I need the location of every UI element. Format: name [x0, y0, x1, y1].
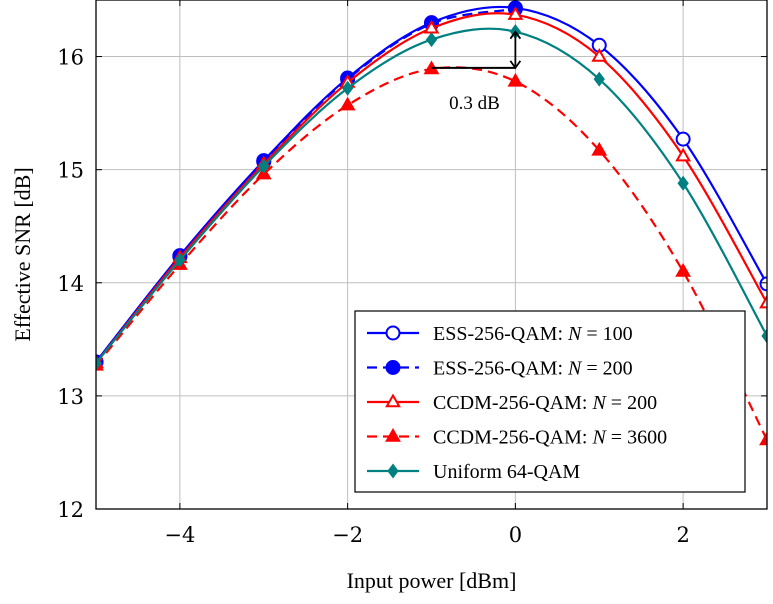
series-3-point: [759, 294, 767, 309]
legend-swatch-marker: [385, 325, 401, 341]
series-4-point: [759, 431, 767, 446]
series-1-point: [675, 131, 691, 147]
legend-label: Uniform 64-QAM: [433, 461, 580, 483]
annotation-arrowhead: [509, 30, 522, 40]
x-axis-label: Input power [dBm]: [347, 568, 517, 593]
series-5-point: [258, 158, 270, 174]
legend-entry: ESS-256-QAM: N = 200: [367, 358, 633, 380]
series-5-point: [96, 355, 102, 371]
y-tick-label: 15: [57, 159, 84, 183]
x-tick-label: −4: [164, 523, 195, 547]
legend-label: CCDM-256-QAM: N = 3600: [433, 427, 667, 449]
series-4-point: [339, 96, 356, 111]
axis-ticks: −4 −2 0 2 12 13 14 15 16: [57, 0, 767, 547]
series-5-point: [174, 252, 186, 268]
series-4-point: [507, 72, 524, 87]
series-4-point: [675, 262, 692, 277]
series-5-point: [677, 175, 689, 191]
annotation-arrowhead: [509, 60, 522, 70]
x-tick-label: 2: [676, 523, 689, 547]
legend-swatch-marker: [385, 393, 401, 408]
annotation-label: 0.3 dB: [449, 93, 500, 114]
legend-swatch-marker: [385, 360, 401, 375]
annotation-layer: 0.3 dB: [431, 30, 522, 114]
plot-frame: [95, 0, 768, 510]
series-4-line: [96, 66, 767, 441]
legend-entry: CCDM-256-QAM: N = 3600: [367, 427, 667, 449]
legend-entry: ESS-256-QAM: N = 100: [367, 323, 633, 345]
series-3-point: [507, 6, 524, 20]
y-tick-label: 12: [57, 498, 84, 522]
legend-label: ESS-256-QAM: N = 100: [433, 323, 633, 345]
legend-entry: CCDM-256-QAM: N = 200: [367, 392, 657, 414]
series-5: [96, 24, 767, 371]
legend-entry: Uniform 64-QAM: [367, 461, 580, 483]
series-2-line: [96, 7, 516, 363]
series-3-point: [675, 147, 692, 162]
series-layer: [96, 0, 767, 446]
series-5-point: [761, 328, 767, 344]
legend-box: [354, 310, 746, 493]
series-1-point: [759, 276, 767, 292]
legend-swatch-marker: [387, 463, 399, 479]
series-4-point: [591, 141, 608, 156]
x-tick-label: 0: [509, 523, 522, 547]
y-tick-label: 13: [57, 385, 84, 409]
y-tick-label: 16: [57, 46, 84, 70]
x-tick-label: −2: [332, 523, 363, 547]
y-axis-label: Effective SNR [dB]: [10, 167, 35, 341]
series-5-point: [425, 32, 438, 48]
legend-label: ESS-256-QAM: N = 200: [433, 358, 633, 380]
series-3-point: [591, 48, 608, 62]
y-tick-label: 14: [57, 272, 84, 296]
series-5-point: [342, 80, 354, 96]
legend-label: CCDM-256-QAM: N = 200: [433, 392, 657, 414]
series-5-point: [593, 71, 605, 87]
legend: ESS-256-QAM: N = 100 ESS-256-QAM: N = 200…: [354, 310, 746, 493]
legend-swatch-marker: [385, 427, 401, 442]
series-1-line: [96, 5, 767, 363]
